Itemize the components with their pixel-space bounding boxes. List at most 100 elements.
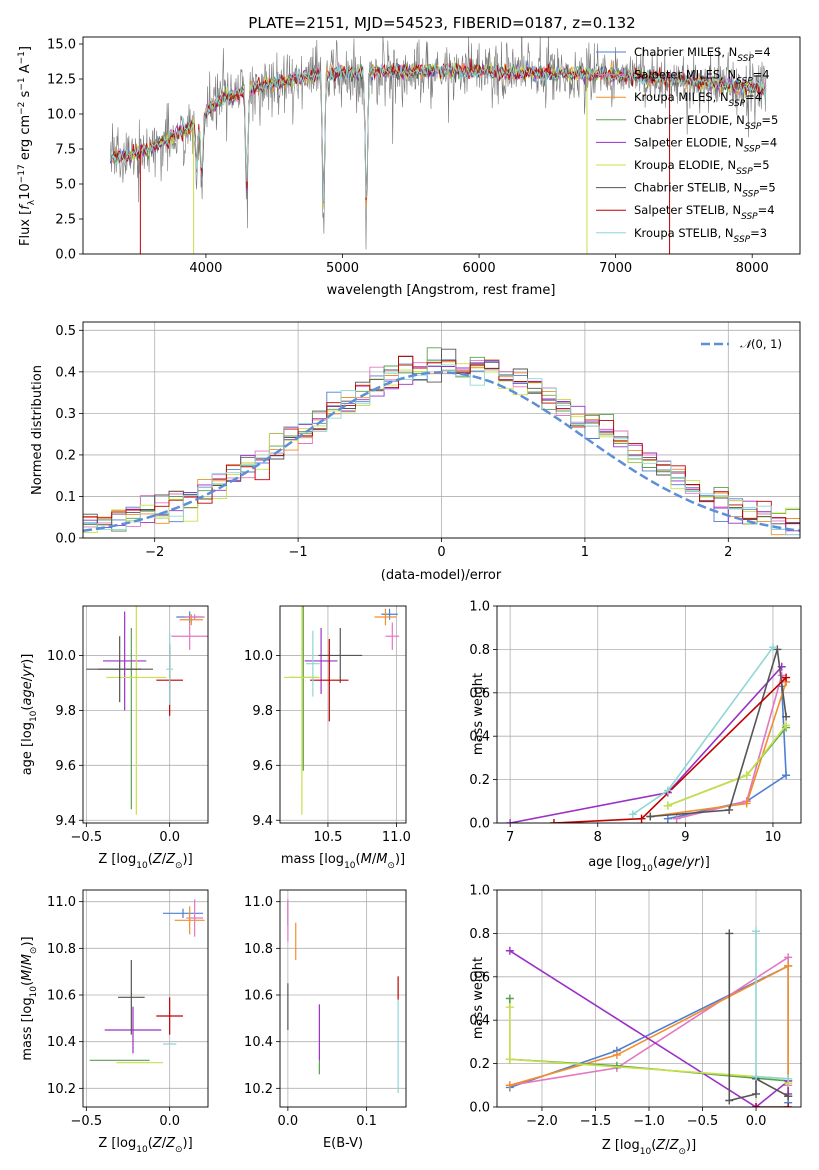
y-tick-label: 9.4 — [252, 814, 273, 829]
axes-mass_weight_vs_Z: −2.0 −1.5 −1.0 −0.5 0.0 0.0 0.2 0.4 0.6 0.8 1.0 Z [… — [469, 884, 802, 1157]
y-tick-label: 10.8 — [244, 942, 273, 957]
weight-marker — [663, 814, 672, 823]
y-tick-label: 0.0 — [469, 817, 490, 832]
axes-age_vs_mass: 10.5 11.0 9.4 9.6 9.8 10.0 mass [log10(M/M⊙)] — [244, 605, 411, 871]
weight-marker — [784, 953, 793, 962]
weight-marker — [784, 1092, 793, 1101]
x-tick-label: 0.0 — [278, 1114, 299, 1129]
y-tick-label: 15.0 — [47, 38, 76, 53]
axes-residuals: −2 −1 0 1 2 0.0 0.1 0.2 0.3 0.4 0.5 (data-model)/er… — [30, 321, 801, 583]
weight-marker — [505, 994, 514, 1003]
axes-frame — [82, 605, 209, 824]
weight-marker — [612, 1061, 621, 1070]
plot-area — [505, 927, 793, 1107]
x-tick-label: 1 — [581, 545, 589, 560]
x-tick-label: −0.5 — [687, 1114, 719, 1129]
axes-age_vs_Z: −0.5 0.0 9.4 9.6 9.8 10.0 Z [log10(Z/Z⊙)] age [… — [20, 605, 209, 871]
x-tick-label: 10.5 — [313, 830, 342, 845]
y-tick-label: 1.0 — [469, 600, 490, 615]
weight-marker — [505, 946, 514, 955]
x-tick-label: −0.5 — [71, 1114, 103, 1129]
y-tick-label: 9.8 — [55, 704, 76, 719]
axes-mass_weight_vs_age: 7 8 9 10 0.0 0.2 0.4 0.6 0.8 1.0 age [log10(age/yr… — [469, 600, 802, 874]
weight-marker — [725, 1096, 734, 1105]
axes-frame — [496, 889, 802, 1108]
y-tick-label: 10.0 — [244, 649, 273, 664]
y-tick-label: 0.0 — [469, 1101, 490, 1116]
weight-marker — [628, 810, 637, 819]
y-axis-label: Flux [fλ10−17 erg cm−2 s−1 A−1] — [17, 46, 37, 246]
axes-frame — [82, 36, 801, 255]
x-tick-label: 9 — [681, 830, 689, 845]
legend-label: Salpeter MILES, NSSP=4 — [634, 68, 770, 87]
weight-marker — [663, 801, 672, 810]
x-axis-label: wavelength [Angstrom, rest frame] — [327, 283, 556, 298]
weight-marker — [725, 805, 734, 814]
y-tick-label: 10.2 — [244, 1082, 273, 1097]
weight-marker — [612, 1050, 621, 1059]
weight-marker — [549, 819, 558, 823]
figure-title: PLATE=2151, MJD=54523, FIBERID=0187, z=0… — [248, 14, 635, 32]
x-tick-label: 0.1 — [356, 1114, 377, 1129]
y-tick-label: 10.6 — [47, 989, 76, 1004]
y-tick-label: 0.0 — [55, 248, 76, 263]
weight-marker — [752, 927, 761, 936]
weight-marker — [752, 1103, 761, 1107]
axes-frame — [496, 605, 802, 824]
y-tick-label: 0.4 — [55, 365, 76, 380]
legend-label: Kroupa MILES, NSSP=4 — [634, 90, 762, 109]
axes-mass_vs_EBV: 0.0 0.1 10.2 10.4 10.6 10.8 11.0 E(B-V) — [244, 889, 407, 1151]
axes-spectrum: 4000 5000 6000 7000 8000 0.0 2.5 5.0 7.5 10.0 12.5… — [17, 36, 801, 298]
plot-area — [83, 347, 800, 536]
axes-frame — [279, 889, 407, 1108]
weight-marker — [784, 1074, 793, 1083]
x-tick-label: −2.0 — [526, 1114, 558, 1129]
y-tick-label: 0.1 — [55, 490, 76, 505]
legend-label: Kroupa STELIB, NSSP=3 — [634, 226, 767, 245]
weight-marker — [782, 712, 791, 721]
y-tick-label: 10.4 — [244, 1035, 273, 1050]
legend-label: Kroupa ELODIE, NSSP=5 — [634, 158, 770, 177]
y-tick-label: 0.8 — [469, 927, 490, 942]
weight-marker — [672, 814, 681, 823]
y-tick-label: 9.8 — [252, 704, 273, 719]
weight-marker — [784, 961, 793, 970]
y-tick-label: 0.4 — [469, 1014, 490, 1029]
weight-marker — [784, 1103, 793, 1107]
plot-area — [86, 606, 208, 815]
model-line-chabrier-elodie — [110, 63, 767, 202]
y-tick-label: 9.6 — [55, 759, 76, 774]
y-tick-label: 7.5 — [55, 143, 76, 158]
y-axis-label: age [log10(age/yr)] — [20, 654, 39, 776]
x-tick-label: 10 — [765, 830, 782, 845]
model-line-kroupa-stelib — [109, 63, 767, 203]
model-line-salpeter-stelib — [110, 58, 767, 203]
y-tick-label: 1.0 — [469, 884, 490, 899]
y-tick-label: 10.4 — [47, 1035, 76, 1050]
weight-marker — [646, 812, 655, 821]
axes-mass_vs_Z: −0.5 0.0 10.2 10.4 10.6 10.8 11.0 Z [log10(Z/Z⊙… — [20, 889, 209, 1155]
hist-step-kroupa-stelib — [83, 364, 800, 536]
y-tick-label: 10.6 — [244, 989, 273, 1004]
x-tick-label: −1.0 — [633, 1114, 665, 1129]
x-tick-label: 8 — [594, 830, 602, 845]
legend-label: 𝒩(0, 1) — [740, 337, 782, 351]
x-tick-label: 7000 — [599, 261, 632, 276]
legend: 𝒩(0, 1) — [701, 337, 782, 351]
x-tick-label: 8000 — [736, 261, 769, 276]
weight-marker — [725, 929, 734, 938]
weight-marker — [505, 1081, 514, 1090]
y-tick-label: 10.0 — [47, 108, 76, 123]
x-tick-label: −0.5 — [71, 830, 103, 845]
weight-marker — [782, 721, 791, 730]
x-tick-label: −1.5 — [580, 1114, 612, 1129]
y-tick-label: 0.6 — [469, 970, 490, 985]
weight-line-kroupa-miles — [509, 964, 790, 1097]
x-tick-label: 11.0 — [382, 830, 411, 845]
axes-frame — [82, 889, 209, 1108]
y-axis-label: mass [log10(M/M⊙)] — [20, 936, 39, 1060]
y-tick-label: 0.5 — [55, 324, 76, 339]
weight-line-kroupa-miles — [650, 681, 787, 818]
y-axis-label: mass weight — [471, 673, 486, 755]
